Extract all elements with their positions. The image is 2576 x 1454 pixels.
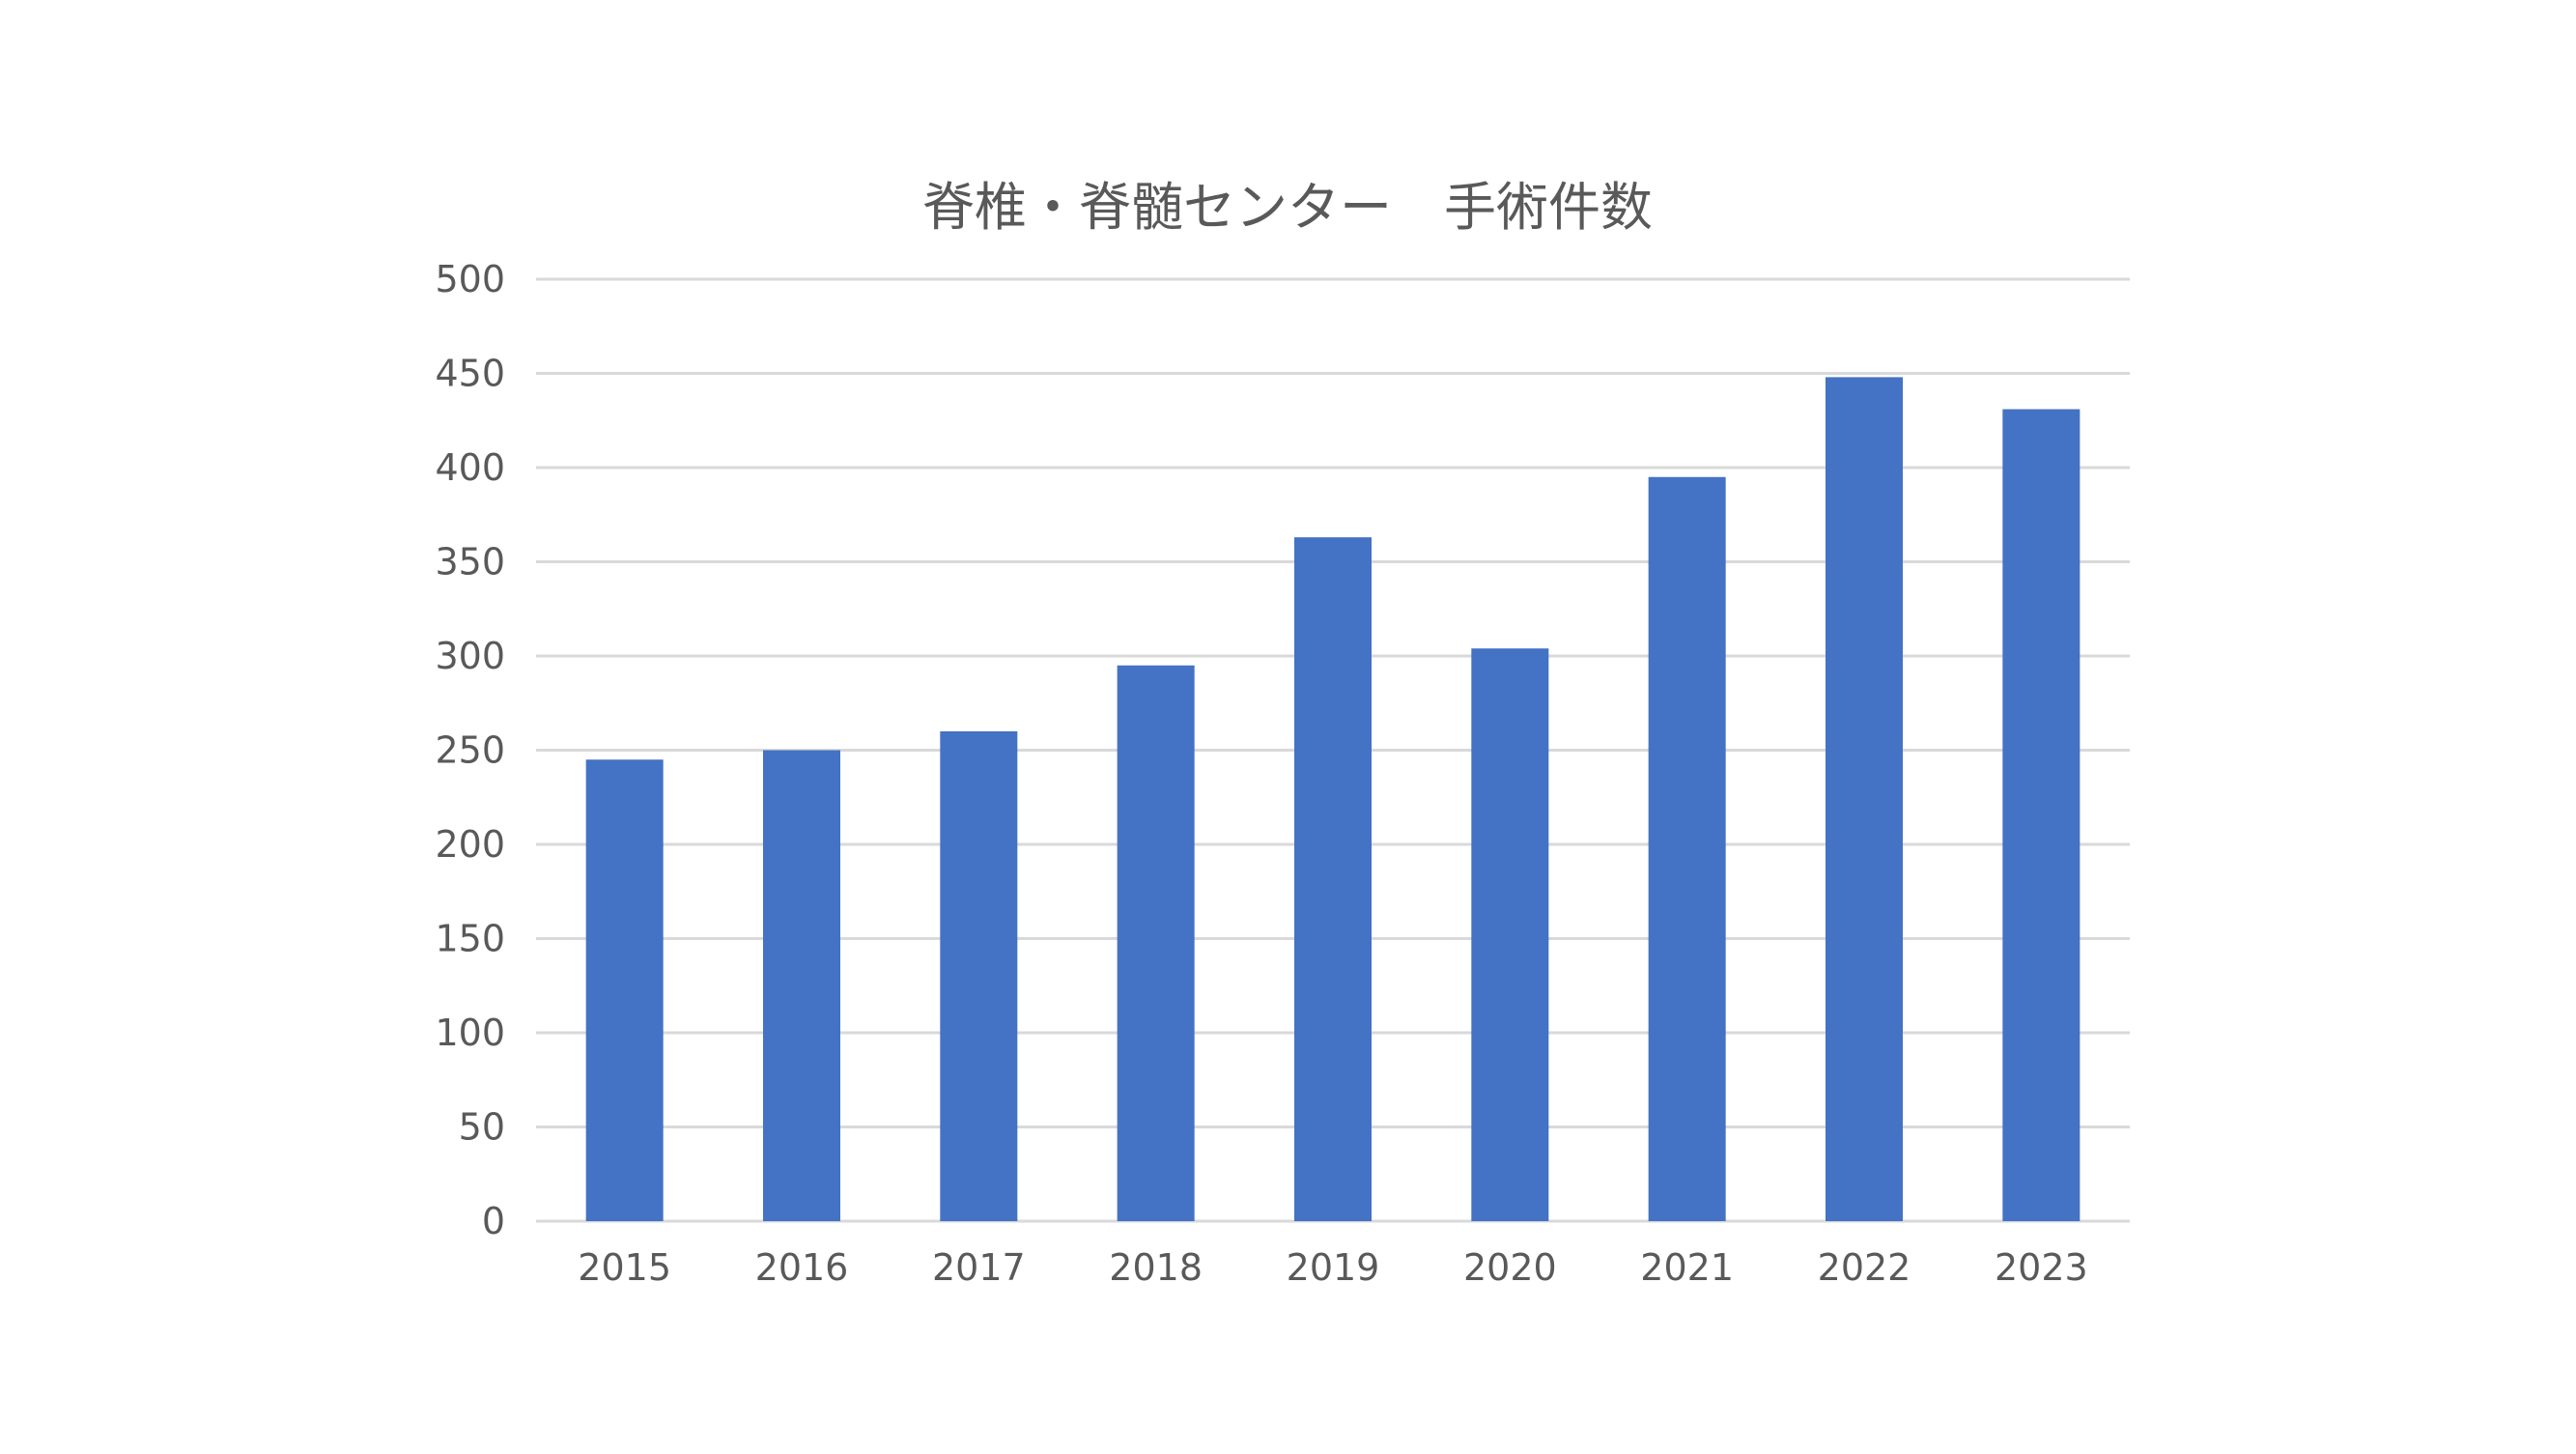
bar-2019 xyxy=(1294,537,1372,1221)
x-tick-label: 2017 xyxy=(932,1246,1026,1289)
x-tick-label: 2019 xyxy=(1287,1246,1380,1289)
y-tick-label: 400 xyxy=(435,446,505,489)
bar-2023 xyxy=(2002,409,2081,1221)
y-tick-label: 500 xyxy=(435,258,505,300)
y-tick-label: 350 xyxy=(435,541,505,584)
bar-2018 xyxy=(1117,665,1195,1221)
x-tick-label: 2023 xyxy=(1995,1246,2088,1289)
bar-2021 xyxy=(1648,476,1726,1221)
y-tick-label: 150 xyxy=(435,918,505,960)
x-tick-label: 2021 xyxy=(1640,1246,1734,1289)
bars xyxy=(585,377,2081,1221)
x-axis-ticks: 2015 2016 2017 2018 2019 2020 2021 2022 2023 xyxy=(578,1246,2087,1289)
y-tick-label: 300 xyxy=(435,635,505,677)
x-tick-label: 2022 xyxy=(1818,1246,1911,1289)
y-tick-label: 100 xyxy=(435,1012,505,1054)
y-tick-label: 450 xyxy=(435,353,505,395)
y-tick-label: 250 xyxy=(435,729,505,772)
x-tick-label: 2018 xyxy=(1109,1246,1203,1289)
y-tick-label: 200 xyxy=(435,823,505,866)
bar-2017 xyxy=(940,731,1018,1221)
y-axis-ticks: 0 50 100 150 200 250 300 350 400 450 500 xyxy=(435,258,505,1242)
x-tick-label: 2015 xyxy=(578,1246,671,1289)
x-tick-label: 2020 xyxy=(1463,1246,1557,1289)
bar-2015 xyxy=(585,759,664,1221)
bar-2016 xyxy=(763,750,840,1221)
x-tick-label: 2016 xyxy=(755,1246,849,1289)
y-tick-label: 50 xyxy=(459,1106,505,1149)
y-tick-label: 0 xyxy=(482,1200,505,1242)
chart-title: 脊椎・脊髄センター 手術件数 xyxy=(922,177,1653,238)
bar-2020 xyxy=(1471,648,1549,1221)
bar-2022 xyxy=(1826,377,1903,1221)
